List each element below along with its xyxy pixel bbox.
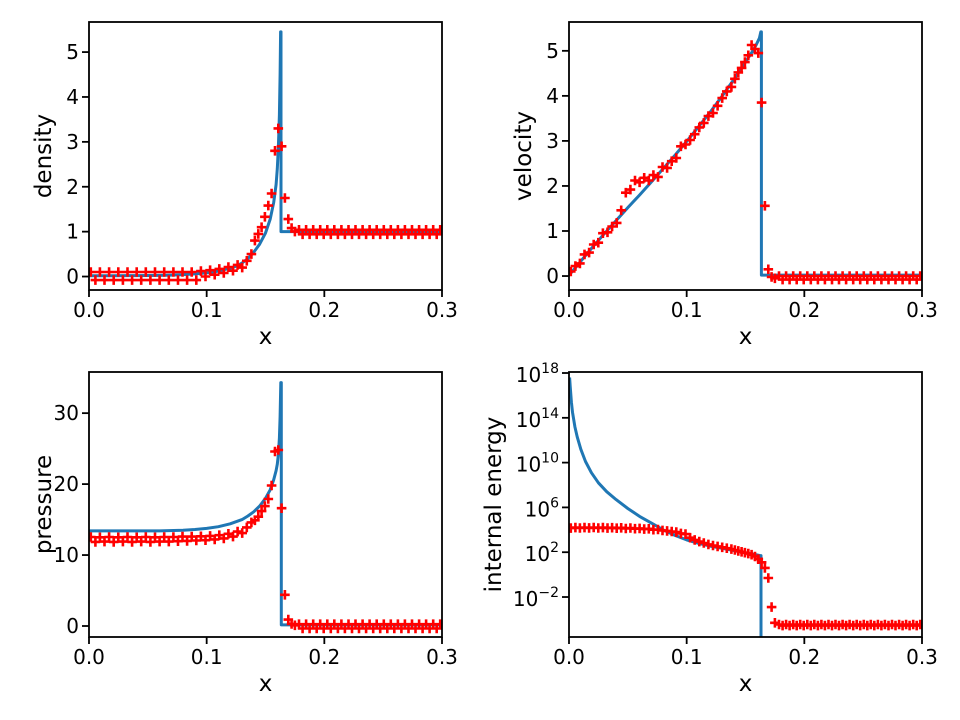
y-tick-label: 0 <box>66 614 79 638</box>
x-tick-label: 0.1 <box>191 298 223 322</box>
subplot-pressure: 0.0 0.1 0.2 0.3 0 10 20 30 x pressure <box>31 371 458 697</box>
y-tick-label: 4 <box>546 84 559 108</box>
x-tick-label: 0.0 <box>73 645 105 669</box>
axes-frame-internal-energy <box>568 371 923 638</box>
y-axis-label-internal-energy: internal energy <box>481 417 507 593</box>
y-tick-label: 1 <box>66 220 79 244</box>
x-tick-label: 0.2 <box>308 298 340 322</box>
x-tick-label: 0.0 <box>73 298 105 322</box>
axes-frame-velocity <box>568 21 923 291</box>
axes-frame-pressure <box>88 371 443 638</box>
x-tick-label: 0.1 <box>671 645 703 669</box>
x-tick-label: 0.0 <box>553 298 585 322</box>
y-tick-label: 0 <box>66 265 79 289</box>
y-axis-label-velocity: velocity <box>511 111 537 201</box>
x-tick-label: 0.3 <box>426 645 458 669</box>
x-tick-label: 0.1 <box>671 298 703 322</box>
y-tick-label: 10 <box>54 543 79 567</box>
y-tick-label: 4 <box>66 85 79 109</box>
y-tick-label: 5 <box>66 40 79 64</box>
y-tick-label: 2 <box>66 175 79 199</box>
x-tick-label: 0.0 <box>553 645 585 669</box>
x-tick-label: 0.2 <box>788 298 820 322</box>
x-axis-label-density: x <box>259 324 273 350</box>
x-tick-label: 0.3 <box>426 298 458 322</box>
particle-markers-density <box>88 123 443 285</box>
particle-markers-pressure <box>88 445 443 634</box>
y-tick-label: 102 <box>525 540 559 566</box>
y-tick-label: 0 <box>546 264 559 288</box>
subplot-density: 0.0 0.1 0.2 0.3 0 1 2 3 4 5 x density <box>31 21 458 350</box>
x-tick-label: 0.2 <box>788 645 820 669</box>
x-tick-label: 0.3 <box>906 645 938 669</box>
exact-solution-line-density <box>89 30 442 278</box>
x-axis-label-pressure: x <box>259 671 273 697</box>
y-tick-label: 1 <box>546 219 559 243</box>
y-tick-label: 20 <box>54 472 79 496</box>
y-tick-label: 5 <box>546 39 559 63</box>
y-tick-label: 10−2 <box>513 585 559 611</box>
axes-frame-density <box>88 21 443 291</box>
y-tick-label: 30 <box>54 401 79 425</box>
x-axis-label-internal-energy: x <box>739 671 753 697</box>
x-tick-label: 0.1 <box>191 645 223 669</box>
subplot-velocity: 0.0 0.1 0.2 0.3 0 1 2 3 4 5 x velocity <box>511 21 938 350</box>
x-tick-label: 0.3 <box>906 298 938 322</box>
y-tick-label: 3 <box>546 129 559 153</box>
y-tick-label: 1010 <box>516 451 559 477</box>
subplot-internal-energy: 0.0 0.1 0.2 0.310−2102106101010141018xinter… <box>481 361 938 697</box>
y-tick-label: 3 <box>66 130 79 154</box>
y-axis-label-density: density <box>31 114 57 198</box>
x-tick-label: 0.2 <box>308 645 340 669</box>
particle-markers-internal-energy <box>568 522 923 631</box>
y-axis-label-pressure: pressure <box>31 455 57 554</box>
particle-markers-velocity <box>568 40 923 285</box>
x-axis-label-velocity: x <box>739 324 753 350</box>
y-tick-label: 2 <box>546 174 559 198</box>
